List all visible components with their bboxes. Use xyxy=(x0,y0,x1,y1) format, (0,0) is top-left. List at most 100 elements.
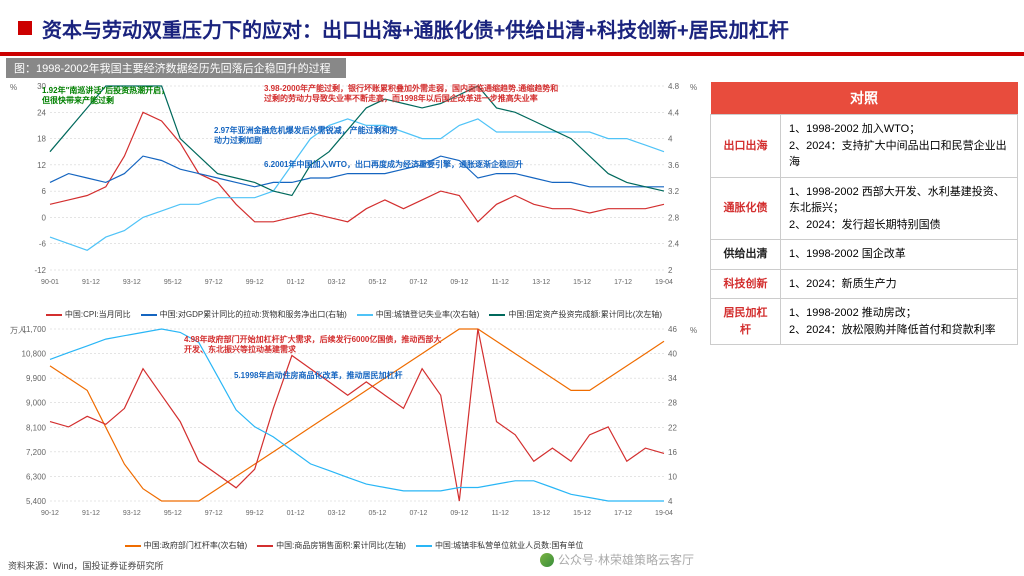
svg-text:%: % xyxy=(10,83,17,92)
svg-text:8,100: 8,100 xyxy=(26,423,47,432)
svg-text:9,900: 9,900 xyxy=(26,374,47,383)
svg-text:4.4: 4.4 xyxy=(668,108,680,117)
svg-text:0: 0 xyxy=(42,213,47,222)
svg-text:6: 6 xyxy=(42,187,47,196)
row-label: 出口出海 xyxy=(711,115,781,178)
title-bullet xyxy=(18,21,32,35)
svg-text:99-12: 99-12 xyxy=(246,510,264,517)
svg-text:93-12: 93-12 xyxy=(123,279,141,286)
svg-text:-6: -6 xyxy=(39,240,47,249)
svg-text:4: 4 xyxy=(668,497,673,506)
svg-text:7,200: 7,200 xyxy=(26,448,47,457)
table-row: 居民加杠杆1、1998-2002 推动房改；2、2024：放松限购并降低首付和贷… xyxy=(711,299,1018,345)
svg-text:90-12: 90-12 xyxy=(41,510,59,517)
svg-text:11-12: 11-12 xyxy=(492,510,509,517)
row-text: 1、1998-2002 加入WTO；2、2024：支持扩大中间品出口和民营企业出… xyxy=(781,115,1018,178)
chart-2: 5,4006,3007,2008,1009,0009,90010,80011,7… xyxy=(4,321,704,539)
svg-text:91-12: 91-12 xyxy=(82,279,100,286)
wechat-icon xyxy=(540,553,554,567)
chart-subtitle: 图：1998-2002年我国主要经济数据经历先回落后企稳回升的过程 xyxy=(6,58,346,78)
svg-text:6,300: 6,300 xyxy=(26,472,47,481)
svg-text:07-12: 07-12 xyxy=(409,510,427,517)
watermark: 公众号·林荣雄策略云客厅 xyxy=(540,551,694,568)
svg-text:99-12: 99-12 xyxy=(246,279,264,286)
svg-text:3.6: 3.6 xyxy=(668,161,680,170)
chart-annotation: 6.2001年中国加入WTO，出口再度成为经济重要引擎，通胀逐渐企稳回升 xyxy=(264,160,564,170)
svg-text:15-12: 15-12 xyxy=(573,279,591,286)
svg-text:15-12: 15-12 xyxy=(573,510,591,517)
svg-text:95-12: 95-12 xyxy=(164,279,182,286)
svg-text:11-12: 11-12 xyxy=(492,279,509,286)
svg-text:22: 22 xyxy=(668,423,677,432)
svg-text:%: % xyxy=(690,326,697,335)
legend-item: 中国:对GDP累计同比的拉动:货物和服务净出口(右轴) xyxy=(141,309,347,320)
chart-1: -12-6061218243022.42.83.23.644.44.890-01… xyxy=(4,78,704,308)
svg-text:17-12: 17-12 xyxy=(614,510,632,517)
row-label: 居民加杠杆 xyxy=(711,299,781,345)
svg-text:18: 18 xyxy=(37,135,46,144)
chart-annotation: 1.92年"南巡讲话"后投资热潮开启，但很快带来产能过剩 xyxy=(42,86,172,105)
svg-text:9,000: 9,000 xyxy=(26,399,47,408)
row-text: 1、2024：新质生产力 xyxy=(781,269,1018,299)
charts-column: -12-6061218243022.42.83.23.644.44.890-01… xyxy=(0,78,708,576)
comparison-table: 对照出口出海1、1998-2002 加入WTO；2、2024：支持扩大中间品出口… xyxy=(710,82,1018,345)
svg-text:2.4: 2.4 xyxy=(668,240,680,249)
row-text: 1、1998-2002 西部大开发、水利基建投资、东北振兴；2、2024：发行超… xyxy=(781,177,1018,240)
svg-text:03-12: 03-12 xyxy=(328,510,346,517)
svg-text:12: 12 xyxy=(37,161,46,170)
svg-text:07-12: 07-12 xyxy=(409,279,427,286)
svg-text:09-12: 09-12 xyxy=(450,279,468,286)
svg-text:-12: -12 xyxy=(34,266,46,275)
svg-text:01-12: 01-12 xyxy=(287,279,305,286)
svg-text:03-12: 03-12 xyxy=(328,279,346,286)
svg-text:4: 4 xyxy=(668,135,673,144)
svg-text:19-04: 19-04 xyxy=(655,510,673,517)
main-area: -12-6061218243022.42.83.23.644.44.890-01… xyxy=(0,78,1024,576)
svg-text:5,400: 5,400 xyxy=(26,497,47,506)
svg-text:01-12: 01-12 xyxy=(287,510,305,517)
table-row: 通胀化债1、1998-2002 西部大开发、水利基建投资、东北振兴；2、2024… xyxy=(711,177,1018,240)
legend-item: 中国:城镇非私营单位就业人员数:国有单位 xyxy=(416,540,583,551)
svg-text:09-12: 09-12 xyxy=(450,510,468,517)
svg-text:万人: 万人 xyxy=(10,326,26,335)
svg-text:28: 28 xyxy=(668,399,677,408)
legend-item: 中国:CPI:当月同比 xyxy=(46,309,131,320)
svg-text:4.8: 4.8 xyxy=(668,82,680,91)
svg-text:17-12: 17-12 xyxy=(614,279,632,286)
row-label: 供给出清 xyxy=(711,240,781,270)
chart-annotation: 3.98-2000年产能过剩，银行坏账累积叠加外需走弱，国内面临通缩趋势.通缩趋… xyxy=(264,84,564,103)
svg-text:93-12: 93-12 xyxy=(123,510,141,517)
svg-text:%: % xyxy=(690,83,697,92)
svg-text:95-12: 95-12 xyxy=(164,510,182,517)
svg-text:13-12: 13-12 xyxy=(532,510,550,517)
svg-text:05-12: 05-12 xyxy=(369,510,387,517)
svg-text:46: 46 xyxy=(668,325,677,334)
svg-text:10: 10 xyxy=(668,472,677,481)
comparison-table-wrap: 对照出口出海1、1998-2002 加入WTO；2、2024：支持扩大中间品出口… xyxy=(708,78,1024,576)
chart-annotation: 5.1998年启动住房商品化改革，推动居民加杠杆 xyxy=(234,371,454,381)
svg-text:3.2: 3.2 xyxy=(668,187,680,196)
chart-annotation: 2.97年亚洲金融危机爆发后外需锐减，产能过剩和劳动力过剩加剧 xyxy=(214,126,404,145)
svg-text:2: 2 xyxy=(668,266,673,275)
svg-text:05-12: 05-12 xyxy=(369,279,387,286)
table-row: 出口出海1、1998-2002 加入WTO；2、2024：支持扩大中间品出口和民… xyxy=(711,115,1018,178)
chart-1-legend: 中国:CPI:当月同比中国:对GDP累计同比的拉动:货物和服务净出口(右轴)中国… xyxy=(4,308,704,321)
watermark-text: 公众号·林荣雄策略云客厅 xyxy=(558,551,694,568)
row-text: 1、1998-2002 推动房改；2、2024：放松限购并降低首付和贷款利率 xyxy=(781,299,1018,345)
legend-item: 中国:政府部门杠杆率(次右轴) xyxy=(125,540,248,551)
table-header: 对照 xyxy=(711,82,1018,115)
svg-text:13-12: 13-12 xyxy=(532,279,550,286)
table-row: 科技创新1、2024：新质生产力 xyxy=(711,269,1018,299)
svg-text:16: 16 xyxy=(668,448,677,457)
row-label: 科技创新 xyxy=(711,269,781,299)
svg-text:10,800: 10,800 xyxy=(22,350,47,359)
svg-text:19-04: 19-04 xyxy=(655,279,673,286)
svg-text:91-12: 91-12 xyxy=(82,510,100,517)
row-text: 1、1998-2002 国企改革 xyxy=(781,240,1018,270)
svg-text:34: 34 xyxy=(668,374,677,383)
row-label: 通胀化债 xyxy=(711,177,781,240)
data-source: 资料来源：Wind，国投证券证券研究所 xyxy=(8,559,164,572)
table-row: 供给出清1、1998-2002 国企改革 xyxy=(711,240,1018,270)
svg-text:40: 40 xyxy=(668,350,677,359)
page-title: 资本与劳动双重压力下的应对：出口出海+通胀化债+供给出清+科技创新+居民加杠杆 xyxy=(42,14,789,43)
